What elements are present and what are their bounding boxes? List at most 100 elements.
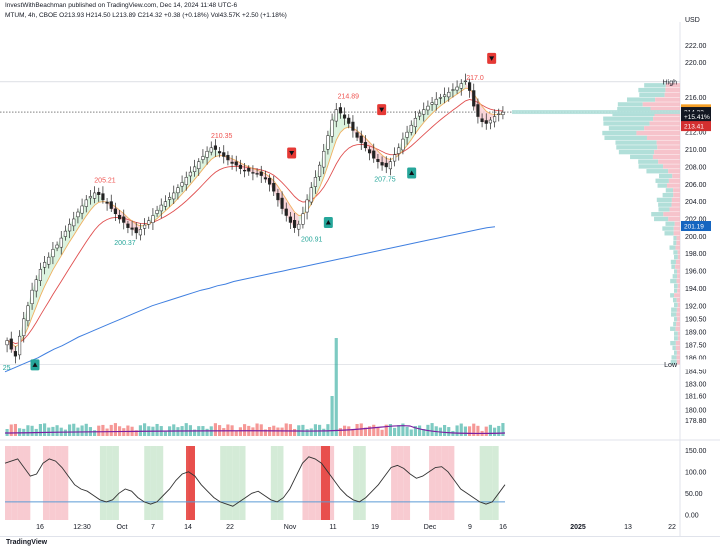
candle-body [26, 305, 30, 321]
osc-zone [106, 446, 113, 520]
osc-extreme [186, 446, 195, 520]
price-tick-label: 216.00 [685, 95, 707, 102]
candle [393, 147, 397, 167]
candle [138, 223, 142, 241]
volume-bar [143, 423, 147, 436]
candle [255, 168, 259, 178]
candle-body [43, 262, 47, 268]
candle [80, 198, 84, 220]
volume-bar [234, 430, 238, 436]
candle-body [251, 172, 255, 174]
time-tick-label: 22 [668, 524, 676, 531]
volume-bar [163, 431, 167, 436]
osc-zone [156, 446, 164, 520]
vp-bar-down [665, 83, 680, 88]
candle [59, 231, 63, 255]
osc-zone [435, 446, 442, 520]
candle-body [368, 149, 372, 154]
volume-bar [418, 425, 422, 436]
candle [93, 186, 97, 204]
candle-body [355, 132, 359, 138]
volume-bar [405, 426, 409, 436]
vp-bar-up [657, 183, 667, 188]
candle [338, 103, 343, 119]
vp-bar-up [644, 83, 666, 88]
chart-canvas[interactable]: 150.00 100.00 50.00 0.00 205.21 200.37 210.35… [0, 0, 720, 536]
volume-bar [497, 425, 501, 436]
candle-body [288, 216, 293, 223]
candle-body [413, 118, 418, 128]
vp-bar-up [670, 360, 677, 365]
vp-bar-down [663, 212, 680, 217]
vp-bar-down [671, 197, 680, 203]
buy-signal-icon [407, 167, 417, 179]
volume-bar [26, 425, 30, 436]
candle-body [197, 161, 201, 169]
volume-bar [468, 426, 472, 436]
candle [434, 92, 438, 111]
cloud-segment [298, 213, 303, 225]
volume-bar [30, 425, 34, 436]
candle [72, 211, 76, 231]
candle-body [326, 135, 330, 150]
osc-zone [220, 446, 227, 520]
candle [430, 96, 434, 111]
vp-bar-up [651, 212, 664, 217]
volume-bar [393, 427, 397, 436]
osc-zone [99, 446, 107, 520]
vp-bar-up [674, 350, 677, 355]
volume-bar [80, 425, 84, 436]
candle-body [493, 116, 497, 123]
volume-bar [134, 430, 138, 436]
candle-body [22, 318, 26, 336]
candle-body [130, 227, 134, 230]
osc-tick-label: 0.00 [685, 512, 699, 519]
volume-bar [263, 429, 267, 436]
candle-body [51, 249, 55, 258]
vp-bar-down [666, 183, 680, 188]
vp-bar-down [646, 135, 680, 140]
swing-label: 210.35 [211, 133, 233, 140]
candle [159, 198, 163, 219]
candle [155, 205, 159, 217]
volume-bar [213, 423, 217, 436]
time-tick-label: 22 [226, 524, 234, 531]
volume-bar [43, 423, 47, 436]
vp-bar-down [674, 293, 680, 298]
price-tick-label: 180.00 [685, 407, 707, 414]
tradingview-logo[interactable]: TradingView [6, 539, 48, 546]
candle-body [55, 244, 59, 249]
candle-body [5, 340, 9, 346]
vp-bar-up [664, 231, 674, 236]
candle-body [59, 237, 63, 248]
candle [243, 163, 247, 178]
vp-bar-up [638, 164, 664, 169]
candle-body [372, 150, 376, 159]
candle [176, 184, 180, 200]
candle [401, 132, 405, 155]
time-tick-label: 14 [184, 524, 192, 531]
sell-signal-icon [287, 147, 297, 159]
candle-body [151, 215, 155, 223]
candle-body [238, 164, 242, 169]
volume-bar [488, 424, 492, 436]
candle-body [376, 158, 380, 162]
volume-bar [355, 423, 359, 436]
vp-bar-up [673, 240, 677, 246]
price-tag-bg [681, 221, 711, 232]
candle [130, 220, 134, 236]
candle-body [122, 216, 126, 223]
volume-bar [443, 424, 447, 436]
vp-bar-down [652, 154, 680, 160]
vp-bar-up [674, 336, 678, 341]
vp-bar-up [638, 159, 659, 164]
candle [247, 165, 251, 176]
candle-body [305, 199, 309, 213]
swing-label: 25 [3, 365, 11, 372]
candle-body [397, 147, 401, 154]
vp-bar-up [674, 288, 678, 293]
vp-bar-down [677, 331, 680, 336]
candle-body [126, 223, 130, 228]
candle-body [297, 223, 301, 230]
candle-body [330, 119, 334, 137]
